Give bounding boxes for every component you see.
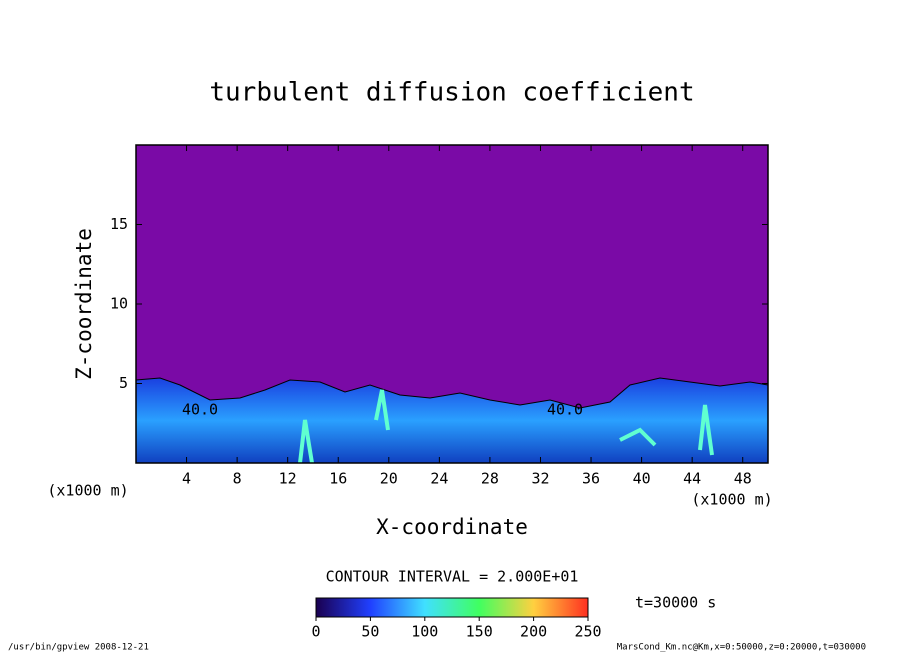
colorbar-tick-label: 150	[466, 623, 493, 641]
turbulent-streaks	[298, 389, 714, 464]
x-tick-label: 20	[380, 470, 398, 488]
time-label: t=30000 s	[635, 594, 716, 612]
colorbar-tick-label: 250	[574, 623, 601, 641]
x-axis-title: X-coordinate	[376, 515, 528, 539]
x-tick-label: 16	[329, 470, 347, 488]
y-tick-label: 10	[110, 295, 128, 313]
x-tick-label: 36	[582, 470, 600, 488]
x-tick-label: 48	[734, 470, 752, 488]
x-unit-label: (x1000 m)	[691, 491, 772, 509]
x-tick-label: 24	[430, 470, 448, 488]
colorbar-tick-label: 100	[411, 623, 438, 641]
colorbar-tick-label: 0	[311, 623, 320, 641]
chart-title: turbulent diffusion coefficient	[209, 78, 694, 108]
x-tick-label: 8	[233, 470, 242, 488]
colorbar-tick-label: 50	[361, 623, 379, 641]
turbulent-layer	[135, 377, 769, 464]
colorbar-tick-label: 200	[520, 623, 547, 641]
x-tick-label: 40	[633, 470, 651, 488]
contour-interval: CONTOUR INTERVAL = 2.000E+01	[326, 568, 579, 586]
x-unit-label: (x1000 m)	[47, 482, 128, 500]
x-tick-label: 44	[683, 470, 701, 488]
footer-right: MarsCond_Km.nc@Km,x=0:50000,z=0:20000,t=…	[617, 643, 866, 653]
y-tick-label: 5	[119, 374, 128, 392]
x-tick-label: 4	[182, 470, 191, 488]
x-tick-label: 12	[279, 470, 297, 488]
y-axis-title: Z-coordinate	[72, 228, 96, 380]
y-tick-label: 15	[110, 215, 128, 233]
x-tick-label: 32	[531, 470, 549, 488]
contour-label: 40.0	[547, 401, 583, 419]
colorbar	[315, 597, 589, 618]
x-tick-label: 28	[481, 470, 499, 488]
footer-left: /usr/bin/gpview 2008-12-21	[8, 643, 149, 653]
contour-label: 40.0	[182, 401, 218, 419]
